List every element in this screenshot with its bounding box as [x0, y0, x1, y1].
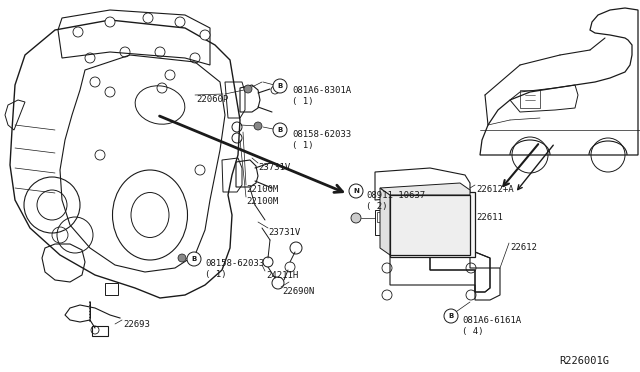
- Text: 23731V: 23731V: [268, 228, 300, 237]
- Text: B: B: [277, 83, 283, 89]
- Text: ( 2): ( 2): [366, 202, 387, 211]
- Text: ( 1): ( 1): [292, 141, 314, 150]
- Text: ( 1): ( 1): [205, 270, 227, 279]
- Text: 08158-62033: 08158-62033: [292, 130, 351, 139]
- Circle shape: [105, 17, 115, 27]
- Circle shape: [444, 309, 458, 323]
- Polygon shape: [380, 188, 390, 255]
- Text: 22060P: 22060P: [196, 95, 228, 104]
- Text: N: N: [353, 188, 359, 194]
- Circle shape: [273, 79, 287, 93]
- Circle shape: [143, 13, 153, 23]
- Text: 23731V: 23731V: [258, 163, 291, 172]
- Text: 081A6-6161A: 081A6-6161A: [462, 316, 521, 325]
- Text: 22100M: 22100M: [246, 197, 278, 206]
- Text: B: B: [277, 127, 283, 133]
- Bar: [390, 192, 475, 257]
- Text: 081A6-8301A: 081A6-8301A: [292, 86, 351, 95]
- Text: ( 1): ( 1): [292, 97, 314, 106]
- Bar: [92, 326, 108, 336]
- Text: B: B: [449, 313, 454, 319]
- Text: 22690N: 22690N: [282, 287, 314, 296]
- Circle shape: [349, 184, 363, 198]
- Bar: [390, 195, 470, 255]
- Bar: [375, 210, 390, 235]
- Text: 08911-10637: 08911-10637: [366, 191, 425, 200]
- Text: 22612: 22612: [510, 243, 537, 252]
- Circle shape: [244, 85, 252, 93]
- Text: 22693: 22693: [123, 320, 150, 329]
- Text: 22612+A: 22612+A: [476, 185, 514, 194]
- Circle shape: [187, 252, 201, 266]
- Circle shape: [200, 30, 210, 40]
- Text: 24211H: 24211H: [266, 271, 298, 280]
- Circle shape: [73, 27, 83, 37]
- Text: R226001G: R226001G: [559, 356, 609, 366]
- Circle shape: [175, 17, 185, 27]
- Text: 08158-62033: 08158-62033: [205, 259, 264, 268]
- Polygon shape: [380, 183, 470, 195]
- Circle shape: [351, 213, 361, 223]
- Text: 22611: 22611: [476, 213, 503, 222]
- Text: ( 4): ( 4): [462, 327, 483, 336]
- Text: B: B: [191, 256, 196, 262]
- Bar: [377, 212, 388, 222]
- Text: 22100M: 22100M: [246, 185, 278, 194]
- Circle shape: [254, 122, 262, 130]
- Bar: [520, 90, 540, 108]
- Circle shape: [178, 254, 186, 262]
- Circle shape: [273, 123, 287, 137]
